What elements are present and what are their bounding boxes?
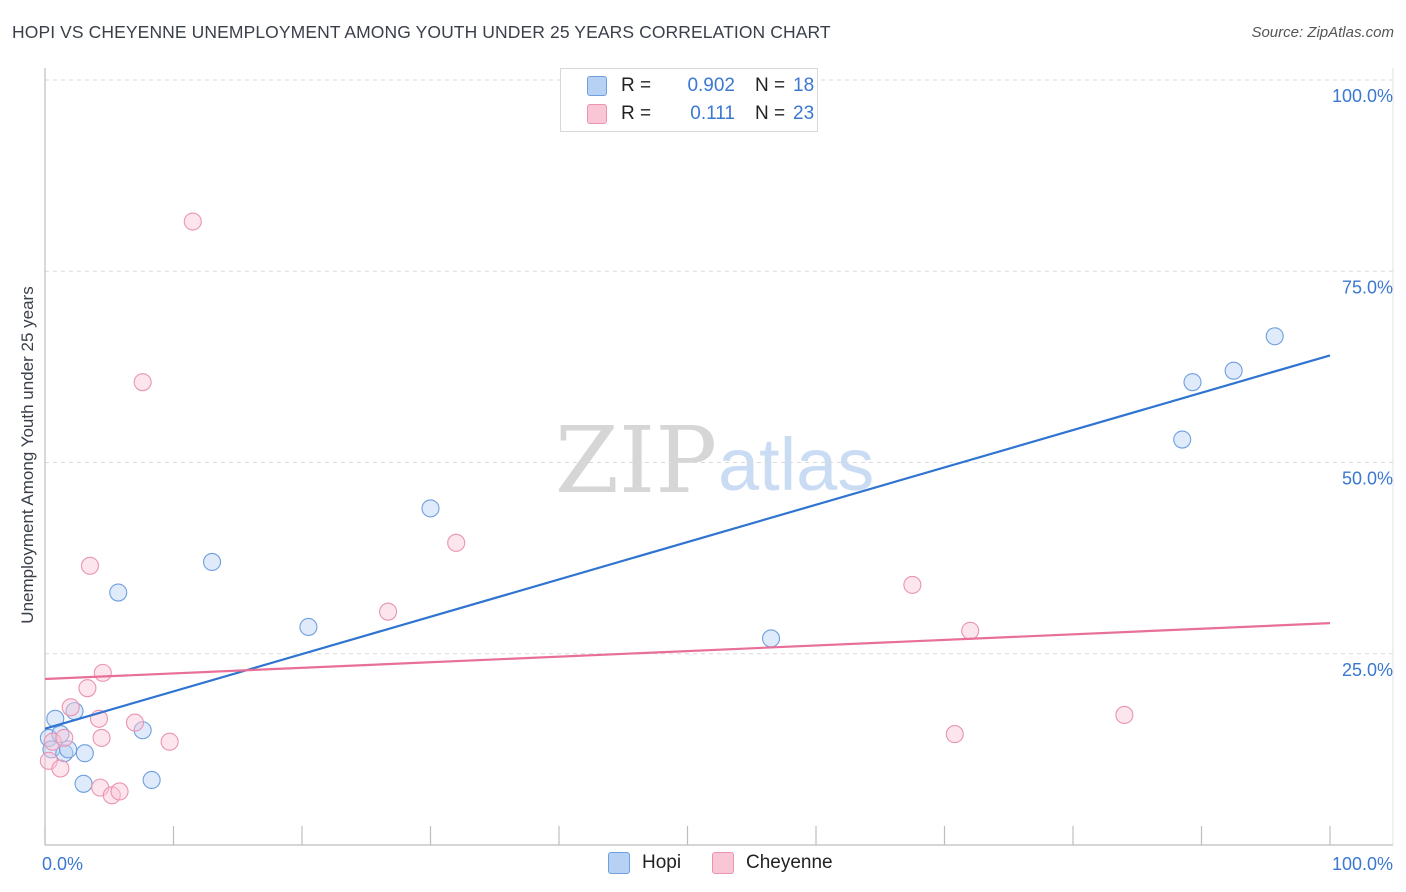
hopi-point bbox=[1183, 373, 1202, 392]
cheyenne-point bbox=[447, 533, 466, 552]
hopi-n-label: N = bbox=[755, 75, 786, 96]
hopi-r-value: 0.902 bbox=[687, 75, 735, 96]
hopi-point bbox=[74, 774, 93, 793]
cheyenne-point bbox=[92, 728, 111, 747]
x-tick-label-end: 100.0% bbox=[1332, 854, 1393, 874]
cheyenne-point bbox=[133, 373, 152, 392]
cheyenne-point bbox=[1115, 705, 1134, 725]
hopi-swatch bbox=[587, 76, 607, 96]
hopi-point bbox=[299, 617, 318, 637]
cheyenne-point bbox=[43, 732, 62, 751]
hopi-point bbox=[1265, 327, 1284, 346]
y-tick-label-100: 100.0% bbox=[1332, 86, 1393, 106]
cheyenne-swatch bbox=[587, 104, 607, 124]
source-credit: Source: ZipAtlas.com bbox=[1251, 24, 1394, 41]
hopi-point bbox=[1224, 361, 1243, 380]
legend-item-hopi[interactable]: Hopi bbox=[608, 852, 681, 874]
y-tick-label-75: 75.0% bbox=[1342, 277, 1393, 297]
hopi-point bbox=[75, 744, 94, 763]
cheyenne-n-label: N = bbox=[755, 103, 786, 124]
cheyenne-point bbox=[961, 621, 980, 640]
hopi-point bbox=[133, 721, 152, 740]
legend-hopi-swatch bbox=[608, 852, 630, 874]
cheyenne-r-label: R = bbox=[621, 103, 652, 124]
hopi-point bbox=[421, 499, 440, 518]
hopi-point bbox=[109, 583, 128, 602]
cheyenne-point bbox=[93, 663, 112, 682]
cheyenne-point bbox=[80, 556, 100, 575]
series-legend: Hopi Cheyenne bbox=[0, 852, 1406, 876]
legend-cheyenne-label: Cheyenne bbox=[746, 852, 833, 873]
cheyenne-r-value: 0.111 bbox=[690, 103, 735, 124]
legend-row-cheyenne: R = 0.111 N = 23 bbox=[587, 101, 814, 127]
hopi-point bbox=[142, 770, 161, 790]
cheyenne-point bbox=[78, 679, 97, 698]
watermark-zip: ZIP bbox=[555, 407, 717, 514]
y-tick-label-50: 50.0% bbox=[1342, 469, 1393, 489]
legend-cheyenne-swatch bbox=[712, 852, 734, 874]
cheyenne-point bbox=[55, 728, 74, 747]
hopi-trend-line bbox=[44, 354, 1331, 730]
x-tick-label-start: 0.0% bbox=[42, 854, 83, 874]
cheyenne-n-value: 23 bbox=[793, 103, 815, 124]
hopi-n-value: 18 bbox=[793, 75, 815, 96]
cheyenne-point bbox=[945, 725, 964, 744]
cheyenne-point bbox=[903, 575, 922, 594]
chart-title: HOPI VS CHEYENNE UNEMPLOYMENT AMONG YOUT… bbox=[12, 22, 831, 42]
hopi-point bbox=[761, 629, 781, 648]
cheyenne-trend-line bbox=[44, 622, 1331, 681]
legend-row-hopi: R = 0.902 N = 18 bbox=[587, 73, 814, 99]
cheyenne-point bbox=[61, 698, 80, 717]
hopi-point bbox=[203, 552, 222, 572]
watermark-atlas: atlas bbox=[718, 423, 874, 506]
cheyenne-point bbox=[51, 759, 70, 778]
legend-item-cheyenne[interactable]: Cheyenne bbox=[712, 852, 833, 874]
hopi-r-label: R = bbox=[621, 75, 652, 96]
legend-hopi-label: Hopi bbox=[642, 852, 682, 873]
correlation-legend: R = 0.902 N = 18 R = 0.111 N = 23 bbox=[560, 68, 818, 132]
hopi-point bbox=[59, 740, 78, 759]
cheyenne-point bbox=[125, 713, 144, 732]
y-tick-label-25: 25.0% bbox=[1342, 660, 1393, 680]
cheyenne-point bbox=[160, 732, 179, 751]
hopi-point bbox=[1173, 430, 1192, 449]
cheyenne-point bbox=[110, 782, 129, 801]
cheyenne-point bbox=[183, 212, 202, 231]
cheyenne-point bbox=[379, 602, 398, 621]
